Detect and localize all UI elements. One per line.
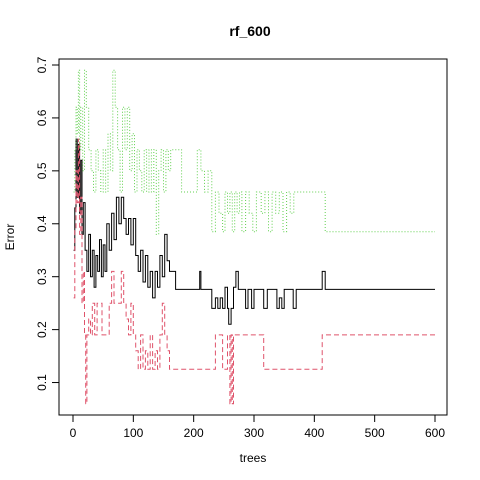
x-tick-label: 600 (425, 426, 445, 440)
x-tick-label: 300 (244, 426, 264, 440)
y-tick-label: 0.7 (35, 56, 49, 73)
x-tick-label: 100 (123, 426, 143, 440)
chart-title: rf_600 (229, 23, 270, 39)
series-line-class0 (73, 138, 435, 405)
x-tick-label: 0 (70, 426, 77, 440)
y-axis-label: Error (3, 224, 17, 251)
x-tick-label: 500 (365, 426, 385, 440)
y-tick-label: 0.5 (35, 162, 49, 179)
series-line-class1 (73, 69, 435, 235)
y-tick-label: 0.1 (35, 374, 49, 391)
x-axis-label: trees (240, 451, 267, 465)
y-tick-label: 0.3 (35, 268, 49, 285)
y-tick-label: 0.6 (35, 109, 49, 126)
x-tick-label: 400 (304, 426, 324, 440)
y-axis: 0.1 0.2 0.3 0.4 0.5 0.6 0.7 (35, 56, 60, 391)
y-tick-label: 0.4 (35, 215, 49, 232)
series-layer (73, 69, 435, 405)
y-tick-label: 0.2 (35, 321, 49, 338)
x-axis: 0 100 200 300 400 500 600 (70, 414, 445, 440)
series-line-oob (73, 138, 435, 325)
x-tick-label: 200 (184, 426, 204, 440)
